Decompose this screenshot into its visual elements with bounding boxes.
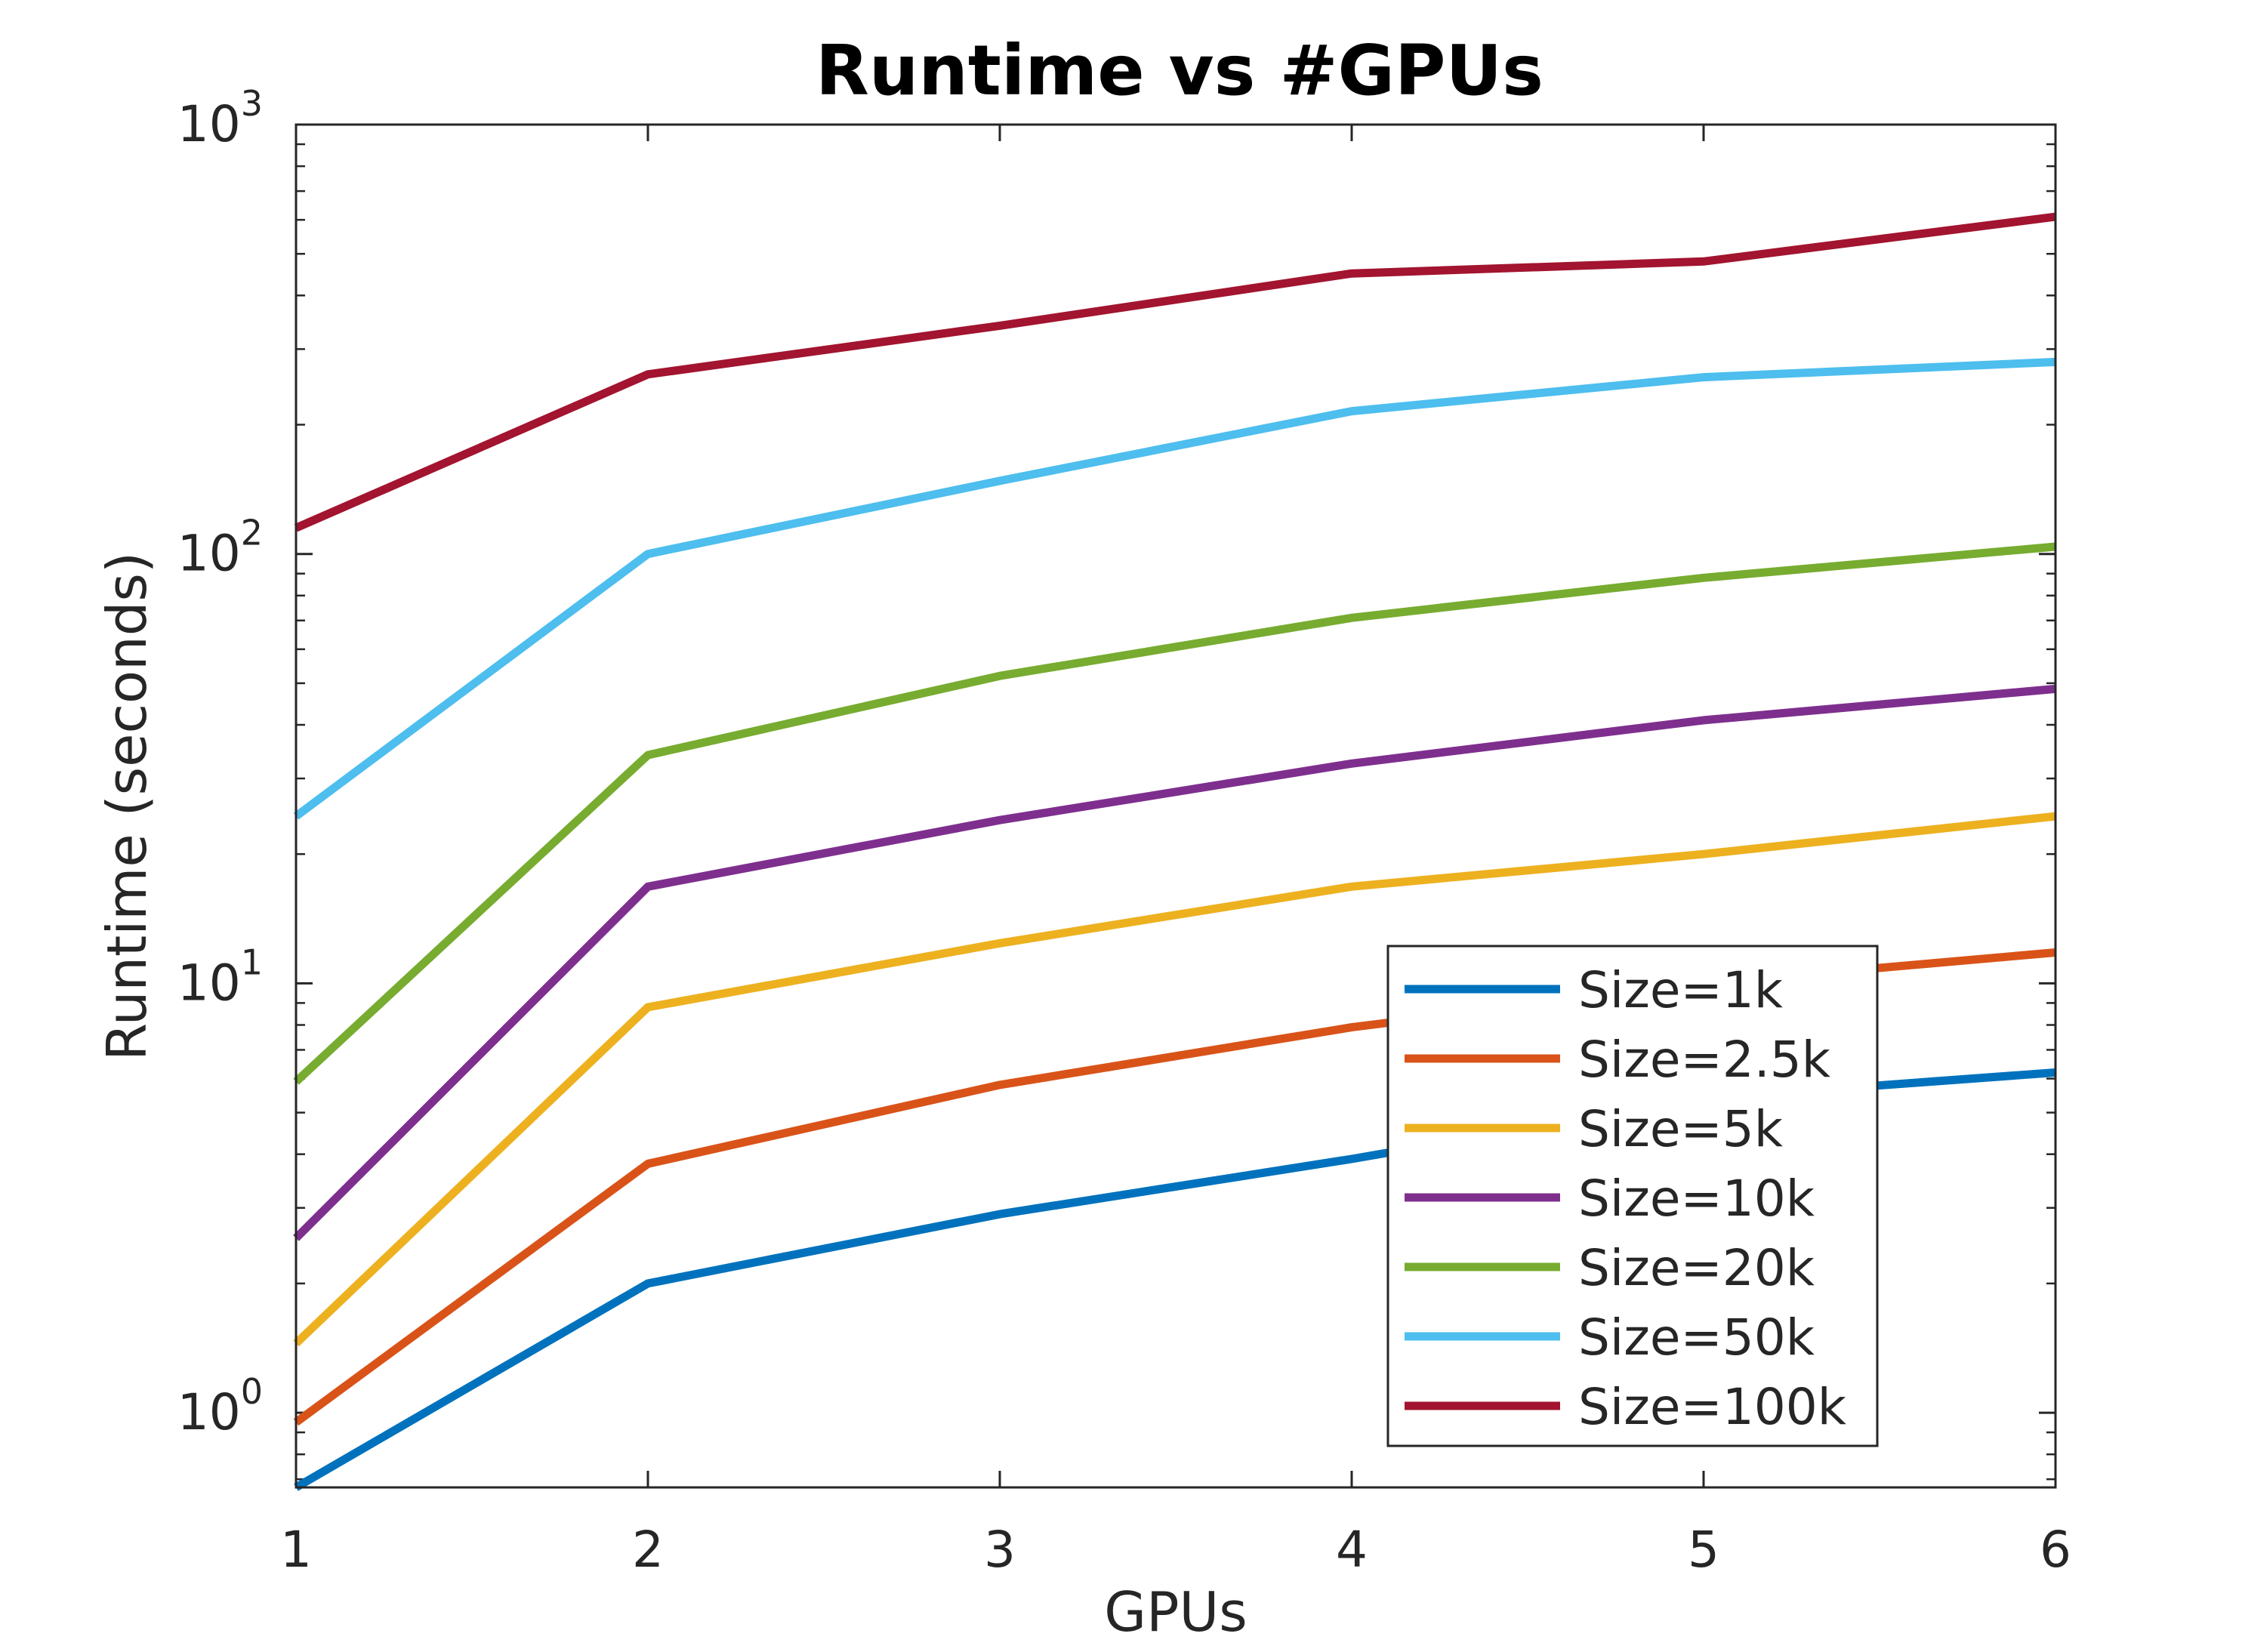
x-tick-label: 3 [984,1521,1016,1579]
x-tick-label: 2 [632,1521,664,1579]
y-tick-label: 102 [177,513,263,583]
legend-label: Size=10k [1578,1170,1815,1228]
legend-label: Size=20k [1578,1239,1815,1297]
x-tick-label: 6 [2040,1521,2071,1579]
series-line-size-5k [293,812,2056,1347]
legend-label: Size=2.5k [1578,1031,1831,1089]
y-axis-label: Runtime (seconds) [95,552,159,1061]
x-tick-labels: 1 2 3 4 5 6 [280,1521,2071,1579]
series-line-size-50k [293,357,2056,820]
legend-label: Size=1k [1578,961,1784,1019]
x-axis-label: GPUs [1104,1580,1247,1644]
y-tick-label: 103 [177,83,263,153]
y-tick-label: 101 [177,942,263,1012]
x-tick-label: 1 [280,1521,312,1579]
series-line-size-100k [294,212,2056,532]
series-line-size-20k [293,542,2056,1085]
chart-title: Runtime vs #GPUs [816,30,1543,111]
legend: Size=1k Size=2.5k Size=5k Size=10k Size=20k S… [1386,945,1879,1447]
plot-border [295,123,2057,1489]
legend-label: Size=50k [1578,1308,1815,1367]
legend-label: Size=5k [1578,1100,1784,1158]
x-tick-label: 5 [1688,1521,1719,1579]
y-tick-labels: 100 101 102 103 [177,83,263,1441]
x-tick-label: 4 [1336,1521,1368,1579]
legend-label: Size=100k [1578,1378,1847,1436]
series-line-size-10k [293,684,2056,1241]
y-tick-label: 100 [177,1371,263,1441]
